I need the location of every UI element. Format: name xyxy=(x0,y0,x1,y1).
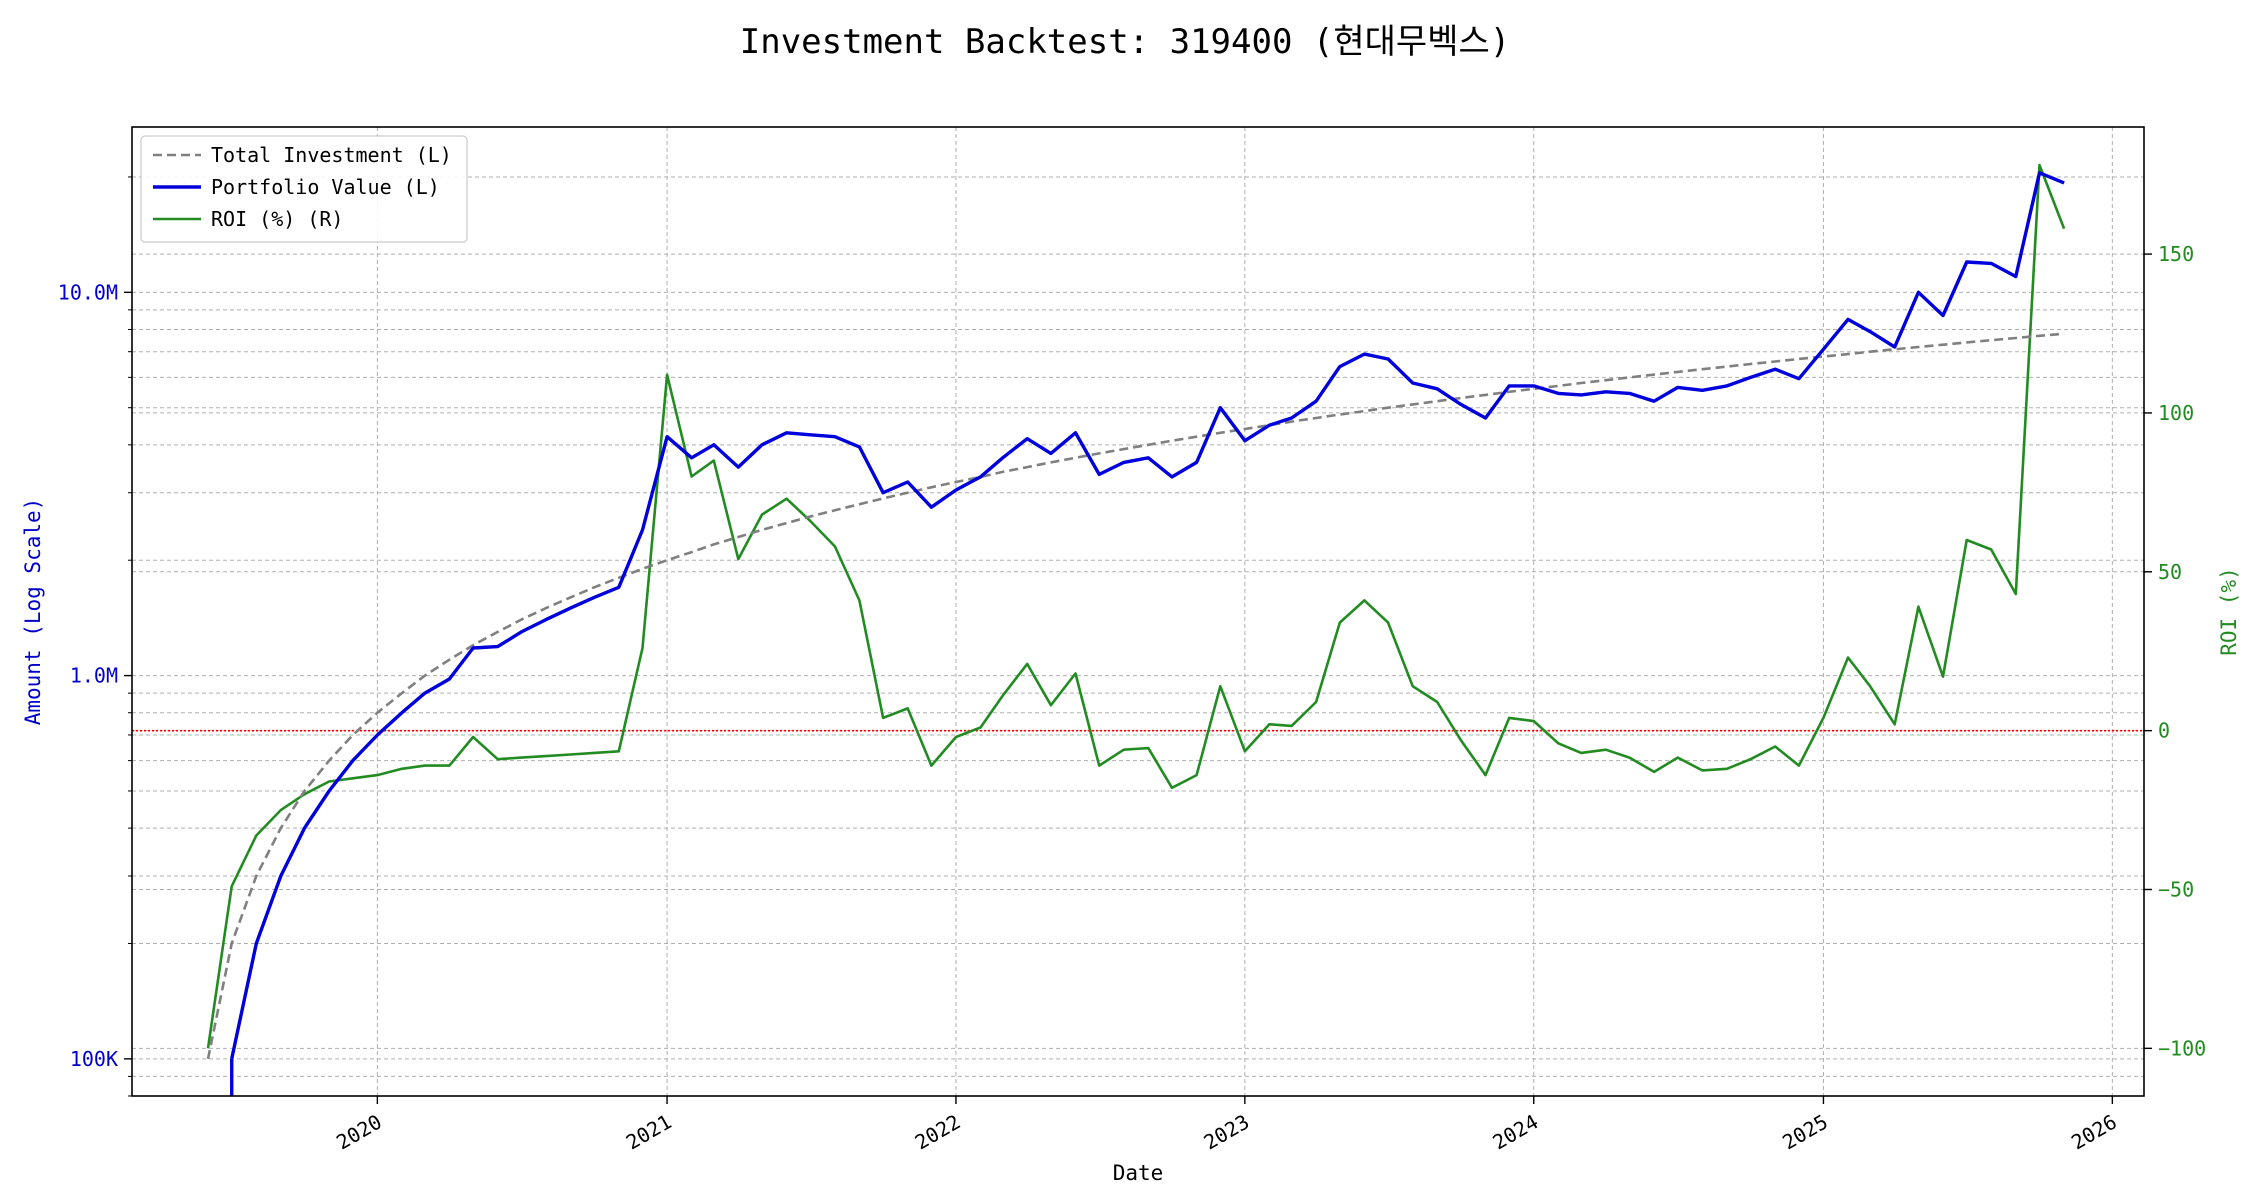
roi-line xyxy=(206,163,2066,1049)
y-right-tick-label: 50 xyxy=(2158,560,2182,584)
y-right-axis-label: ROI (%) xyxy=(2217,567,2241,656)
y-right-tick-label: −50 xyxy=(2158,877,2194,901)
portfolio-value-line xyxy=(230,171,2065,1060)
x-tick-label: 2020 xyxy=(332,1110,386,1155)
x-tick-label: 2025 xyxy=(1778,1110,1832,1155)
legend-label-total-investment: Total Investment (L) xyxy=(211,143,452,167)
x-axis-label: Date xyxy=(1113,1161,1164,1185)
total-investment-line xyxy=(206,332,2065,1060)
x-tick-label: 2022 xyxy=(911,1110,965,1155)
x-tick-label: 2021 xyxy=(622,1110,676,1155)
y-left-tick-label: 10.0M xyxy=(58,280,118,304)
axis-layer: 2020 2021 2022 2023 2024 2025 2026 100K 1.0M 10.0… xyxy=(21,176,2241,1185)
y-left-tick-label: 100K xyxy=(70,1047,118,1071)
legend-box xyxy=(140,135,468,243)
y-left-tick-label: 1.0M xyxy=(70,664,118,688)
x-tick-label: 2026 xyxy=(2067,1110,2121,1155)
y-right-tick-label: −100 xyxy=(2158,1036,2206,1060)
y-left-axis-label: Amount (Log Scale) xyxy=(21,498,45,726)
chart-title: Investment Backtest: 319400 (현대무벡스) xyxy=(739,22,1511,62)
x-tick-label: 2024 xyxy=(1489,1110,1543,1155)
y-right-tick-label: 0 xyxy=(2158,719,2170,743)
x-tick-label: 2023 xyxy=(1200,1110,1254,1155)
series-layer xyxy=(206,163,2066,1096)
legend-layer: Total Investment (L) Portfolio Value (L) R… xyxy=(140,135,468,243)
y-right-tick-label: 150 xyxy=(2158,242,2194,266)
plot-frame xyxy=(131,126,2145,1097)
grid-layer xyxy=(132,127,2144,1097)
y-right-tick-label: 100 xyxy=(2158,401,2194,425)
legend-label-roi: ROI (%) (R) xyxy=(211,207,343,231)
legend-label-portfolio-value: Portfolio Value (L) xyxy=(211,175,440,199)
